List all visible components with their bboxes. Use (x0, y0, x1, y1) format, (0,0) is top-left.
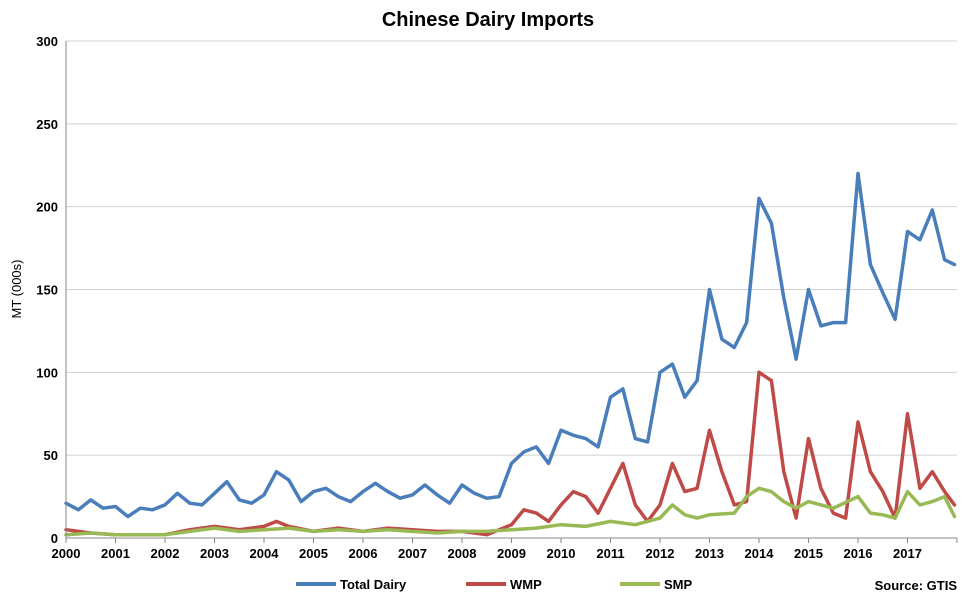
y-tick-label: 100 (36, 365, 58, 380)
series-line-wmp (64, 370, 957, 537)
y-tick-label: 200 (36, 200, 58, 215)
x-tick-label: 2012 (646, 546, 675, 561)
y-axis-label-group: MT (000s) (9, 260, 24, 319)
x-tick-label: 2017 (893, 546, 922, 561)
x-tick-label: 2010 (547, 546, 576, 561)
x-tick-label: 2013 (695, 546, 724, 561)
x-tick-label: 2016 (844, 546, 873, 561)
x-tick-label: 2006 (349, 546, 378, 561)
series-line-total-dairy (64, 171, 957, 519)
x-tick-label: 2000 (52, 546, 81, 561)
x-tick-label: 2002 (151, 546, 180, 561)
x-tick-label: 2003 (200, 546, 229, 561)
y-tick-label: 150 (36, 283, 58, 298)
source-note: Source: GTIS (875, 578, 958, 593)
y-tick-label: 0 (51, 531, 58, 546)
series-lines (64, 171, 957, 537)
y-tick-label: 250 (36, 117, 58, 132)
legend: Total Dairy WMP SMP (296, 577, 693, 592)
x-tick-labels: 2000 2001 2002 2003 2004 2005 2006 2007 2008 2009… (52, 538, 958, 561)
y-tick-label: 50 (44, 448, 58, 463)
y-axis-label: MT (000s) (9, 260, 24, 319)
grid-lines (66, 40, 957, 456)
x-tick-label: 2008 (448, 546, 477, 561)
series-line-smp (64, 486, 957, 537)
y-tick-label: 300 (36, 34, 58, 49)
x-tick-label: 2011 (596, 546, 624, 561)
x-tick-label: 2009 (497, 546, 526, 561)
legend-label-wmp: WMP (510, 577, 542, 592)
x-tick-label: 2001 (101, 546, 130, 561)
x-tick-label: 2014 (745, 546, 775, 561)
x-tick-label: 2007 (398, 546, 427, 561)
x-tick-label: 2015 (794, 546, 823, 561)
legend-label-smp: SMP (664, 577, 693, 592)
legend-label-total-dairy: Total Dairy (340, 577, 407, 592)
y-tick-labels: 0 50 100 150 200 250 300 (36, 34, 58, 546)
x-tick-label: 2004 (250, 546, 280, 561)
chart-title: Chinese Dairy Imports (382, 9, 594, 31)
x-tick-label: 2005 (299, 546, 328, 561)
